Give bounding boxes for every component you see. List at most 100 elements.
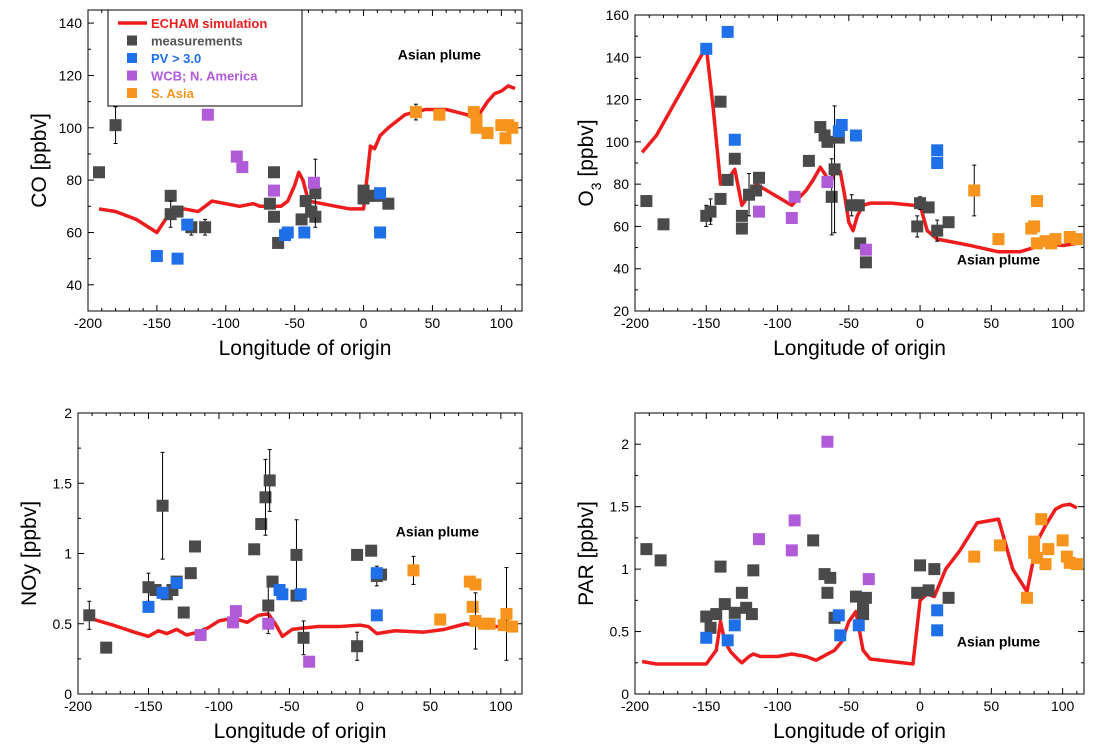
series-pv: [150, 187, 387, 265]
y-tick-label: 20: [613, 303, 629, 319]
x-tick-label: 50: [984, 698, 1000, 714]
data-point: [968, 550, 981, 563]
echam-model-line: [641, 502, 1078, 666]
data-point: [700, 610, 713, 623]
data-point: [859, 256, 872, 269]
series-wcb: [194, 605, 316, 668]
data-point: [351, 640, 364, 653]
x-tick-label: -100: [205, 698, 233, 714]
x-axis-title: Longitude of origin: [773, 720, 946, 743]
data-point: [201, 108, 214, 121]
data-point: [931, 604, 944, 617]
data-point: [928, 563, 941, 576]
data-point: [942, 591, 955, 604]
data-point: [365, 544, 378, 557]
chart-co: -200 -150 -100 -50 0 50 100 40 60 80 100 120 140 Long…: [28, 9, 523, 360]
y-tick-label: 2: [621, 436, 629, 452]
data-point: [824, 571, 837, 584]
data-point: [194, 628, 207, 641]
data-point: [745, 608, 758, 621]
data-point: [351, 548, 364, 561]
y-tick-label: 120: [59, 67, 83, 83]
x-axis-title: Longitude of origin: [773, 337, 946, 360]
y-axis-title: NOy [ppbv]: [18, 501, 41, 606]
data-point: [821, 586, 834, 599]
x-tick-label: -150: [692, 315, 720, 331]
data-point: [704, 621, 717, 634]
data-point: [828, 163, 841, 176]
data-point: [640, 195, 653, 208]
data-point: [500, 607, 513, 620]
data-point: [263, 197, 276, 210]
data-point: [721, 173, 734, 186]
data-point: [255, 517, 268, 530]
data-point: [640, 543, 653, 556]
data-point: [857, 608, 870, 621]
asian-plume-annotation: Asian plume: [957, 251, 1040, 267]
data-point: [852, 199, 865, 212]
series-pv: [142, 567, 383, 622]
y-tick-label: 80: [613, 176, 629, 192]
data-point: [156, 586, 169, 599]
data-point: [142, 600, 155, 613]
x-tick-label: -100: [764, 698, 792, 714]
data-point: [911, 220, 924, 233]
y-tick-label: 100: [606, 134, 630, 150]
x-tick-label: -50: [279, 698, 299, 714]
data-point: [735, 209, 748, 222]
y-tick-label: 80: [66, 172, 82, 188]
x-tick-label: -200: [621, 315, 649, 331]
data-point: [409, 106, 422, 119]
data-point: [305, 205, 318, 218]
data-point: [852, 619, 865, 632]
data-point: [230, 150, 243, 163]
y-tick-label: 60: [613, 218, 629, 234]
x-tick-label: 50: [423, 698, 439, 714]
data-point: [374, 226, 387, 239]
data-point: [299, 195, 312, 208]
x-tick-label: -200: [621, 698, 649, 714]
legend: ECHAM simulation measurements PV > 3.0 WCB;…: [107, 9, 303, 107]
data-point: [309, 187, 322, 200]
data-point: [849, 129, 862, 142]
data-point: [170, 577, 183, 590]
data-point: [470, 121, 483, 134]
data-point: [506, 620, 519, 633]
data-point: [294, 588, 307, 601]
data-point: [83, 609, 96, 622]
data-point: [747, 564, 760, 577]
data-point: [307, 176, 320, 189]
data-point: [259, 491, 272, 504]
data-point: [835, 118, 848, 131]
series-wcb: [753, 176, 872, 256]
data-point: [922, 201, 935, 214]
data-point: [499, 132, 512, 145]
data-point: [382, 197, 395, 210]
data-point: [753, 205, 766, 218]
x-tick-label: 0: [916, 698, 924, 714]
series-wcb: [753, 435, 875, 586]
data-point: [914, 559, 927, 572]
data-point: [700, 631, 713, 644]
data-point: [1039, 558, 1052, 571]
data-point: [714, 560, 727, 573]
legend-label: ECHAM simulation: [151, 16, 267, 31]
data-point: [303, 655, 316, 668]
data-point: [1030, 195, 1043, 208]
data-point: [295, 213, 308, 226]
data-point: [268, 210, 280, 223]
data-point: [654, 554, 667, 567]
x-tick-label: -150: [134, 698, 162, 714]
x-tick-label: 0: [356, 698, 364, 714]
data-point: [150, 250, 163, 263]
data-point: [236, 161, 249, 174]
y-axis-title: O3 [ppbv]: [575, 119, 604, 206]
data-point: [802, 154, 815, 167]
x-tick-label: 100: [490, 315, 514, 331]
data-point: [931, 624, 944, 637]
x-tick-label: -200: [74, 315, 102, 331]
data-point: [721, 634, 734, 647]
asian-plume-annotation: Asian plume: [957, 634, 1040, 650]
plot-frame: [87, 9, 523, 312]
data-point: [721, 25, 734, 38]
